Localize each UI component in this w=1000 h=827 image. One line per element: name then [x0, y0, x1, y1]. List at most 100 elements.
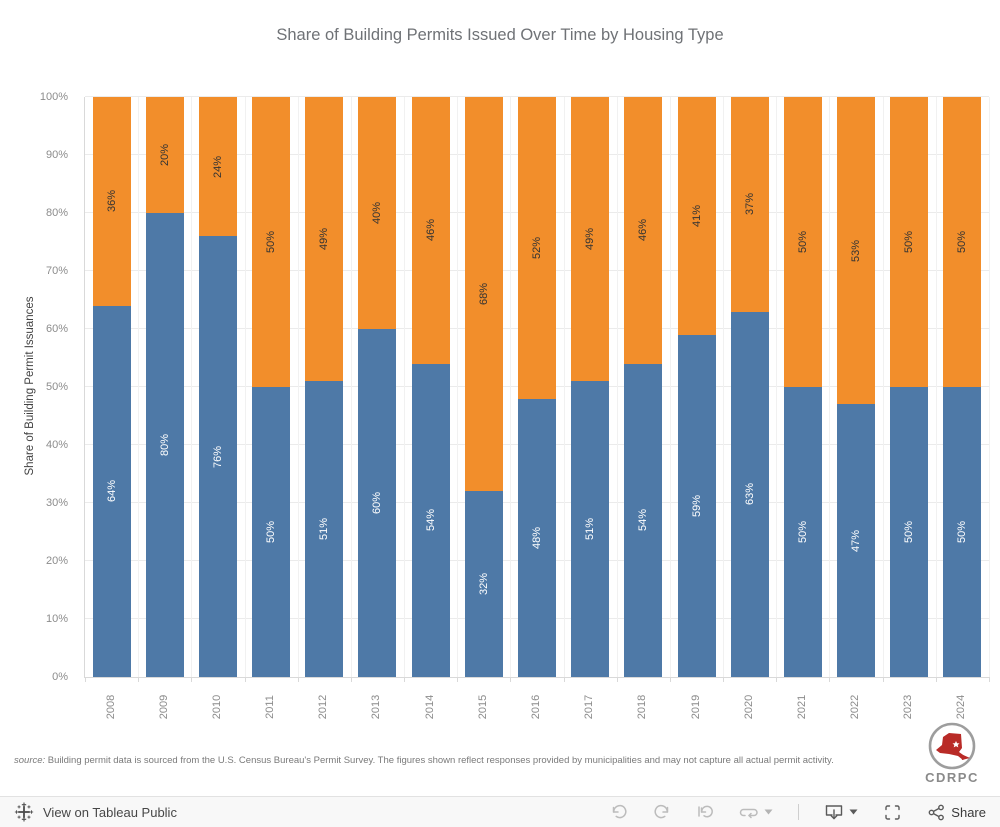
source-prefix: source:: [14, 755, 46, 766]
bar-value-label: 64%: [105, 480, 118, 503]
bar-segment-blue-series[interactable]: 60%: [358, 329, 397, 677]
bar-segment-orange-series[interactable]: 53%: [837, 97, 876, 405]
bar-segment-orange-series[interactable]: 36%: [92, 97, 131, 306]
bar-segment-orange-series[interactable]: 52%: [517, 97, 556, 399]
bar-segment-orange-series[interactable]: 41%: [677, 97, 716, 335]
y-axis-label: 10%: [45, 613, 68, 625]
bar-value-label: 48%: [530, 526, 543, 549]
bar-segment-blue-series[interactable]: 47%: [837, 404, 876, 677]
bar-segment-blue-series[interactable]: 64%: [92, 305, 131, 677]
bar-segment-orange-series[interactable]: 37%: [730, 97, 769, 312]
undo-button[interactable]: [610, 803, 628, 821]
download-button[interactable]: [824, 803, 858, 822]
bar-value-label: 46%: [637, 219, 650, 242]
bar-column: 47% 53%: [829, 97, 882, 677]
caret-down-icon: [764, 809, 773, 815]
bar-column: 60% 40%: [351, 97, 404, 677]
bar-segment-blue-series[interactable]: 50%: [783, 387, 822, 677]
bar-segment-orange-series[interactable]: 46%: [411, 97, 450, 364]
redo-icon: [654, 804, 669, 819]
share-button[interactable]: Share: [927, 803, 986, 822]
fullscreen-button[interactable]: [883, 803, 902, 822]
bar-column: 59% 41%: [670, 97, 723, 677]
bar-segment-blue-series[interactable]: 63%: [730, 311, 769, 677]
column-divider: [829, 97, 831, 677]
column-divider: [935, 97, 937, 677]
bar-segment-blue-series[interactable]: 51%: [571, 381, 610, 677]
view-on-tableau-link[interactable]: View on Tableau Public: [14, 802, 177, 822]
bar-segment-blue-series[interactable]: 51%: [305, 381, 344, 677]
undo-icon: [613, 804, 627, 819]
bar-segment-orange-series[interactable]: 50%: [252, 97, 291, 387]
column-divider: [404, 97, 406, 677]
bar-segment-blue-series[interactable]: 76%: [198, 236, 237, 677]
bar-segment-orange-series[interactable]: 24%: [198, 97, 237, 237]
replay-button[interactable]: [739, 803, 773, 821]
x-axis-label: 2022: [849, 694, 862, 720]
axis-tick: [669, 677, 671, 682]
bar-segment-blue-series[interactable]: 54%: [411, 363, 450, 677]
y-axis-label: 60%: [45, 323, 68, 335]
axis-tick: [935, 677, 937, 682]
bar-segment-orange-series[interactable]: 50%: [890, 97, 929, 387]
bar-column: 51% 49%: [298, 97, 351, 677]
axis-tick: [85, 677, 86, 682]
bar-value-label: 68%: [477, 283, 490, 306]
bar-segment-orange-series[interactable]: 50%: [943, 97, 982, 387]
x-axis-label: 2012: [317, 694, 330, 720]
column-divider: [244, 97, 246, 677]
source-note: source: Building permit data is sourced …: [14, 755, 864, 766]
stacked-bar: 32% 68%: [464, 97, 503, 677]
view-on-tableau-label: View on Tableau Public: [43, 804, 177, 820]
column-divider: [776, 97, 778, 677]
axis-tick: [989, 677, 990, 682]
caret-down-icon: [849, 809, 858, 815]
revert-button[interactable]: [696, 803, 714, 821]
stacked-bar: 48% 52%: [517, 97, 556, 677]
bar-segment-orange-series[interactable]: 20%: [145, 97, 184, 213]
column-divider: [989, 97, 990, 677]
bar-value-label: 59%: [690, 494, 703, 517]
bar-segment-orange-series[interactable]: 40%: [358, 97, 397, 329]
bar-value-label: 50%: [903, 230, 916, 254]
x-axis-label: 2021: [795, 694, 808, 720]
bar-value-label: 50%: [265, 230, 278, 254]
x-axis-label: 2020: [742, 694, 755, 720]
axis-tick: [882, 677, 884, 682]
bar-segment-orange-series[interactable]: 68%: [464, 97, 503, 492]
bar-value-label: 80%: [158, 433, 171, 457]
bar-segment-blue-series[interactable]: 50%: [252, 387, 291, 677]
column-divider: [350, 97, 352, 677]
tableau-logo-icon: [14, 802, 34, 822]
axis-tick: [829, 677, 831, 682]
bar-column: 32% 68%: [457, 97, 510, 677]
bar-segment-blue-series[interactable]: 80%: [145, 213, 184, 677]
bar-segment-blue-series[interactable]: 50%: [890, 387, 929, 677]
bar-segment-orange-series[interactable]: 49%: [571, 97, 610, 382]
bar-value-label: 41%: [690, 204, 703, 227]
source-text: Building permit data is sourced from the…: [45, 755, 834, 766]
cdrpc-logo-text: CDRPC: [925, 770, 979, 785]
axis-tick: [350, 677, 352, 682]
redo-button[interactable]: [653, 803, 671, 821]
axis-tick: [404, 677, 406, 682]
stacked-bar: 80% 20%: [145, 97, 184, 677]
bar-segment-orange-series[interactable]: 46%: [624, 97, 663, 364]
bar-segment-blue-series[interactable]: 54%: [624, 363, 663, 677]
download-icon: [826, 804, 843, 819]
bar-segment-blue-series[interactable]: 50%: [943, 387, 982, 677]
bar-segment-blue-series[interactable]: 48%: [517, 398, 556, 677]
bar-value-label: 46%: [424, 219, 437, 242]
column-divider: [138, 97, 140, 677]
bar-value-label: 47%: [850, 529, 863, 552]
bar-value-label: 76%: [211, 445, 224, 468]
bar-column: 50% 50%: [776, 97, 829, 677]
bar-column: 80% 20%: [138, 97, 191, 677]
bar-value-label: 50%: [796, 520, 809, 544]
bar-segment-blue-series[interactable]: 59%: [677, 334, 716, 677]
bar-segment-orange-series[interactable]: 50%: [783, 97, 822, 387]
bar-segment-blue-series[interactable]: 32%: [464, 491, 503, 677]
x-axis-label: 2014: [423, 694, 436, 720]
bar-column: 51% 49%: [564, 97, 617, 677]
bar-segment-orange-series[interactable]: 49%: [305, 97, 344, 382]
